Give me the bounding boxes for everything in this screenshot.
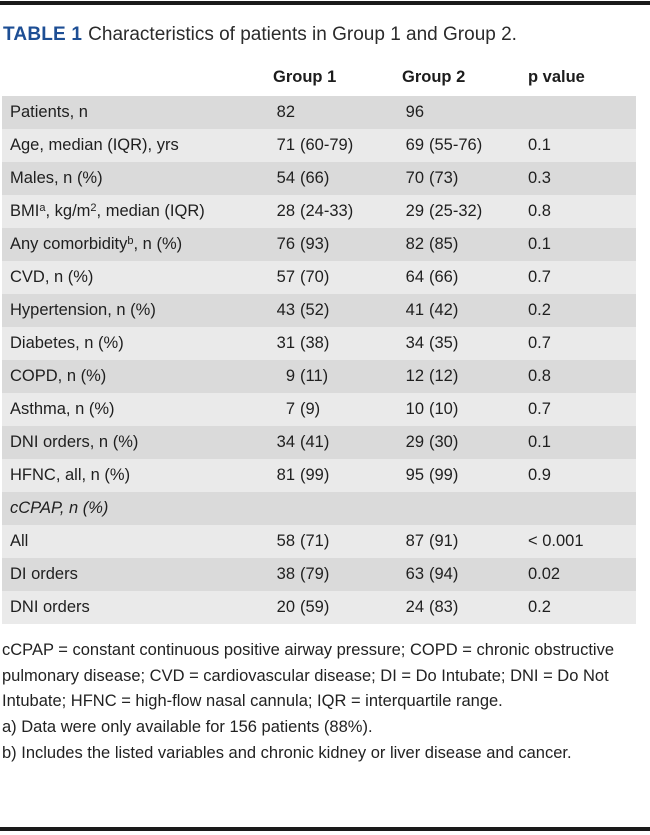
group1-value: 57 (70) xyxy=(276,268,330,286)
group2-value: 87 (91) xyxy=(405,532,459,550)
table-row: Any comorbidityb, n (%) 76 (93) 82 (85) 0.1 xyxy=(2,228,636,261)
table-row: Hypertension, n (%) 43 (52) 41 (42) 0.2 xyxy=(2,294,636,327)
p-value: 0.1 xyxy=(528,136,551,154)
p-value: 0.7 xyxy=(528,334,551,352)
p-value: 0.8 xyxy=(528,202,551,220)
col-header-label xyxy=(2,47,273,96)
group1-value: 82 xyxy=(276,103,295,121)
table-body: Patients, n 82 96 Age, median (IQR), yrs 71(… xyxy=(2,96,636,624)
table-row: cCPAP, n (%) xyxy=(2,492,636,525)
row-label: CVD, n (%) xyxy=(10,268,94,286)
table-number: TABLE 1 xyxy=(3,24,83,45)
row-label: Diabetes, n (%) xyxy=(10,334,124,352)
table-footnotes: cCPAP = constant continuous positive air… xyxy=(2,638,642,767)
footnote-abbreviations: cCPAP = constant continuous positive air… xyxy=(2,641,615,711)
col-header-pvalue: p value xyxy=(528,47,636,96)
table-title: TABLE 1 Characteristics of patients in Gr… xyxy=(3,23,650,47)
p-value: 0.1 xyxy=(528,433,551,451)
table-row: COPD, n (%) 9 (11) 12 (12) 0.8 xyxy=(2,360,636,393)
group2-value: 63 (94) xyxy=(405,565,459,583)
group1-value: 81 (99) xyxy=(276,466,330,484)
row-label: All xyxy=(10,532,29,550)
table-row: HFNC, all, n (%) 81 (99) 95 (99) 0.9 xyxy=(2,459,636,492)
row-label: DNI orders, n (%) xyxy=(10,433,139,451)
p-value: 0.7 xyxy=(528,268,551,286)
p-value: 0.9 xyxy=(528,466,551,484)
top-rule xyxy=(0,1,650,5)
group1-value: 28 (24-33) xyxy=(276,202,354,220)
table-row: BMIa, kg/m2, median (IQR) 28 (24-33) 29 (25-… xyxy=(2,195,636,228)
group2-value: 12 (12) xyxy=(405,367,459,385)
row-label: cCPAP, n (%) xyxy=(10,499,109,517)
group2-value: 70 (73) xyxy=(405,169,459,187)
footnote-b: b) Includes the listed variables and chr… xyxy=(2,743,572,762)
p-value xyxy=(528,96,636,129)
group1-value: 7 (9) xyxy=(285,400,321,418)
p-value: 0.3 xyxy=(528,169,551,187)
row-label: DI orders xyxy=(10,565,78,583)
group2-value: 64 (66) xyxy=(405,268,459,286)
group1-value: 9 (11) xyxy=(285,367,329,385)
row-label: Males, n (%) xyxy=(10,169,103,187)
row-label: DNI orders xyxy=(10,598,90,616)
group1-value: 76 (93) xyxy=(276,235,330,253)
group1-value: 58 (71) xyxy=(276,532,330,550)
bottom-rule xyxy=(0,827,650,831)
table-row: Patients, n 82 96 xyxy=(2,96,636,129)
group1-value xyxy=(273,492,402,525)
row-label: Patients, n xyxy=(10,103,88,121)
table-row: DI orders 38 (79) 63 (94) 0.02 xyxy=(2,558,636,591)
row-label: COPD, n (%) xyxy=(10,367,107,385)
p-value: 0.2 xyxy=(528,301,551,319)
row-label: Hypertension, n (%) xyxy=(10,301,156,319)
col-header-group2: Group 2 xyxy=(402,47,528,96)
group2-value: 69 (55-76) xyxy=(405,136,483,154)
table-row: DNI orders 20 (59) 24 (83) 0.2 xyxy=(2,591,636,624)
group2-value: 96 xyxy=(405,103,424,121)
footnote-a: a) Data were only available for 156 pati… xyxy=(2,718,373,737)
table-row: Asthma, n (%) 7 (9) 10 (10) 0.7 xyxy=(2,393,636,426)
group2-value: 29 (30) xyxy=(405,433,459,451)
table-row: Males, n (%) 54 (66) 70 (73) 0.3 xyxy=(2,162,636,195)
group2-value: 10 (10) xyxy=(405,400,459,418)
p-value: 0.8 xyxy=(528,367,551,385)
table-row: Age, median (IQR), yrs 71 (60-79) 69 (55-76)… xyxy=(2,129,636,162)
table-row: CVD, n (%) 57 (70) 64 (66) 0.7 xyxy=(2,261,636,294)
p-value xyxy=(528,492,636,525)
p-value: < 0.001 xyxy=(528,532,584,550)
group1-value: 71 (60-79) xyxy=(276,136,354,154)
group1-value: 31 (38) xyxy=(276,334,330,352)
group1-value: 43 (52) xyxy=(276,301,330,319)
table-caption: Characteristics of patients in Group 1 a… xyxy=(88,24,517,45)
col-header-group1: Group 1 xyxy=(273,47,402,96)
group1-value: 34 (41) xyxy=(276,433,330,451)
group2-value: 24 (83) xyxy=(405,598,459,616)
group2-value: 95 (99) xyxy=(405,466,459,484)
group2-value: 34 (35) xyxy=(405,334,459,352)
row-label: BMIa, kg/m2, median (IQR) xyxy=(10,202,205,220)
p-value: 0.7 xyxy=(528,400,551,418)
characteristics-table: Group 1 Group 2 p value Patients, n 82 96 A… xyxy=(2,47,636,624)
group1-value: 54 (66) xyxy=(276,169,330,187)
group2-value xyxy=(402,492,528,525)
group1-value: 20 (59) xyxy=(276,598,330,616)
p-value: 0.1 xyxy=(528,235,551,253)
group2-value: 29 (25-32) xyxy=(405,202,483,220)
group1-value: 38 (79) xyxy=(276,565,330,583)
p-value: 0.2 xyxy=(528,598,551,616)
table-row: DNI orders, n (%) 34 (41) 29 (30) 0.1 xyxy=(2,426,636,459)
p-value: 0.02 xyxy=(528,565,561,583)
row-label: Any comorbidityb, n (%) xyxy=(10,235,183,253)
group2-value: 41 (42) xyxy=(405,301,459,319)
table-row: Diabetes, n (%) 31 (38) 34 (35) 0.7 xyxy=(2,327,636,360)
table-row: All 58 (71) 87 (91) < 0.001 xyxy=(2,525,636,558)
row-label: HFNC, all, n (%) xyxy=(10,466,131,484)
row-label: Asthma, n (%) xyxy=(10,400,115,418)
row-label: Age, median (IQR), yrs xyxy=(10,136,179,154)
group2-value: 82 (85) xyxy=(405,235,459,253)
table-header: Group 1 Group 2 p value xyxy=(2,47,636,96)
